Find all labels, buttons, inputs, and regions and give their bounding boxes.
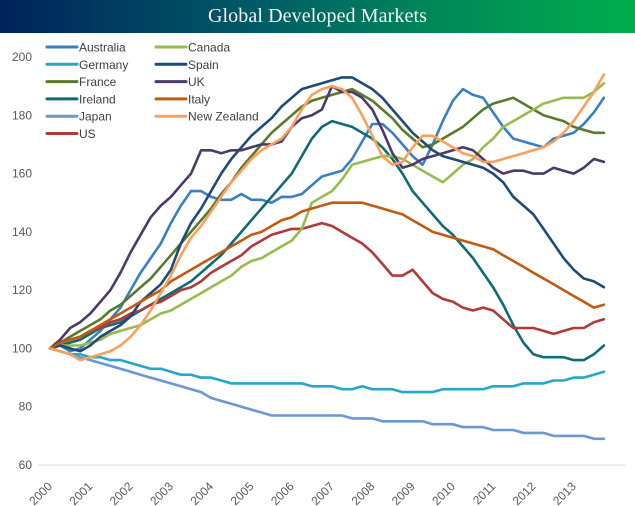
legend-label: France	[79, 75, 117, 89]
x-tick-label: 2009	[389, 479, 418, 506]
x-tick-label: 2006	[268, 479, 297, 506]
legend-label: Germany	[79, 58, 128, 72]
y-tick-label: 140	[12, 225, 32, 239]
chart-title: Global Developed Markets	[207, 5, 427, 27]
legend-item-ireland: Ireland	[45, 92, 116, 106]
x-tick-label: 2005	[228, 479, 257, 506]
series-line-france	[48, 87, 606, 350]
series-line-uk	[48, 84, 606, 350]
x-tick-label: 2001	[67, 479, 96, 506]
legend-label: UK	[188, 75, 205, 89]
x-tick-label: 2007	[308, 479, 337, 506]
x-tick-label: 2013	[550, 479, 579, 506]
legend-item-new-zealand: New Zealand	[154, 110, 259, 124]
legend-label: US	[79, 127, 96, 141]
y-tick-label: 180	[12, 108, 32, 122]
legend-item-spain: Spain	[154, 58, 219, 72]
legend-item-italy: Italy	[154, 92, 210, 106]
series-line-italy	[48, 201, 606, 350]
legend-item-france: France	[45, 75, 117, 89]
x-tick-label: 2012	[510, 479, 539, 506]
series-line-new-zealand	[48, 73, 606, 362]
legend-label: Japan	[79, 110, 112, 124]
x-tick-label: 2002	[107, 479, 136, 506]
x-tick-label: 2000	[26, 479, 55, 506]
legend-item-uk: UK	[154, 75, 205, 89]
legend-item-us: US	[45, 127, 96, 141]
x-tick-label: 2010	[429, 479, 458, 506]
x-tick-label: 2008	[349, 479, 378, 506]
legend: Australia Germany France Ireland Japan US Cana…	[45, 41, 259, 141]
series-line-ireland	[48, 119, 606, 362]
x-tick-label: 2004	[187, 479, 216, 506]
x-tick-label: 2011	[470, 479, 498, 506]
legend-label: Ireland	[79, 92, 116, 106]
y-tick-label: 120	[12, 283, 32, 297]
legend-label: Australia	[79, 41, 126, 55]
x-axis: 2000 2001 2002 2003 2004 2005 2006 2007 2008 2009…	[26, 464, 625, 506]
legend-item-japan: Japan	[45, 110, 112, 124]
y-tick-label: 100	[12, 341, 32, 355]
y-tick-label: 80	[19, 400, 33, 414]
series-line-spain	[48, 76, 606, 353]
series-line-australia	[48, 87, 606, 353]
legend-item-australia: Australia	[45, 41, 126, 55]
series-lines	[48, 73, 606, 441]
legend-item-germany: Germany	[45, 58, 128, 72]
y-tick-label: 200	[12, 50, 32, 64]
series-line-japan	[48, 347, 606, 441]
y-axis: 60 80 100 120 140 160 180 200	[12, 50, 32, 472]
title-banner: Global Developed Markets	[0, 0, 635, 33]
legend-label: Spain	[188, 58, 219, 72]
series-line-germany	[48, 347, 606, 394]
legend-label: New Zealand	[188, 110, 259, 124]
y-tick-label: 160	[12, 167, 32, 181]
x-tick-label: 2003	[147, 479, 176, 506]
series-line-us	[48, 221, 606, 350]
legend-label: Italy	[188, 92, 210, 106]
legend-label: Canada	[188, 41, 230, 55]
legend-item-canada: Canada	[154, 41, 230, 55]
y-tick-label: 60	[19, 458, 33, 472]
